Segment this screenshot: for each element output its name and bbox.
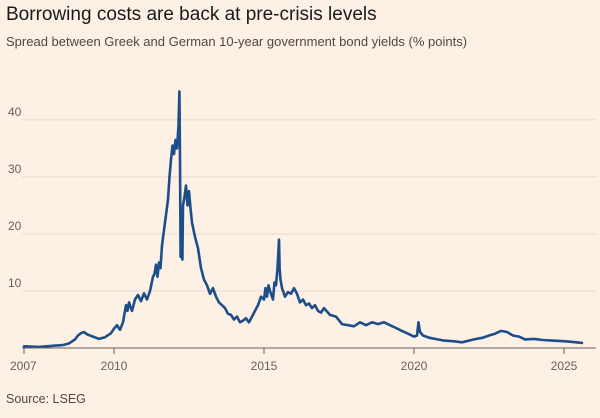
x-tick-2025: 2025: [551, 359, 578, 373]
y-tick-20: 20: [8, 219, 22, 233]
x-tick-2020: 2020: [401, 359, 428, 373]
gridlines: [22, 119, 596, 292]
x-axis-ticks: 2007 2010 2015 2020 2025: [10, 348, 578, 373]
y-tick-40: 40: [8, 105, 22, 119]
x-tick-2015: 2015: [251, 359, 278, 373]
y-axis-ticks: 10 20 30 40: [8, 105, 22, 290]
series-group: [22, 90, 584, 349]
chart-title: Borrowing costs are back at pre-crisis l…: [6, 4, 377, 25]
y-tick-10: 10: [8, 276, 22, 290]
chart-source: Source: LSEG: [6, 392, 86, 406]
y-tick-30: 30: [8, 162, 22, 176]
x-tick-2007: 2007: [10, 359, 37, 373]
x-tick-2010: 2010: [101, 359, 128, 373]
chart-subtitle: Spread between Greek and German 10-year …: [6, 34, 468, 49]
series-line-0: [22, 90, 584, 349]
